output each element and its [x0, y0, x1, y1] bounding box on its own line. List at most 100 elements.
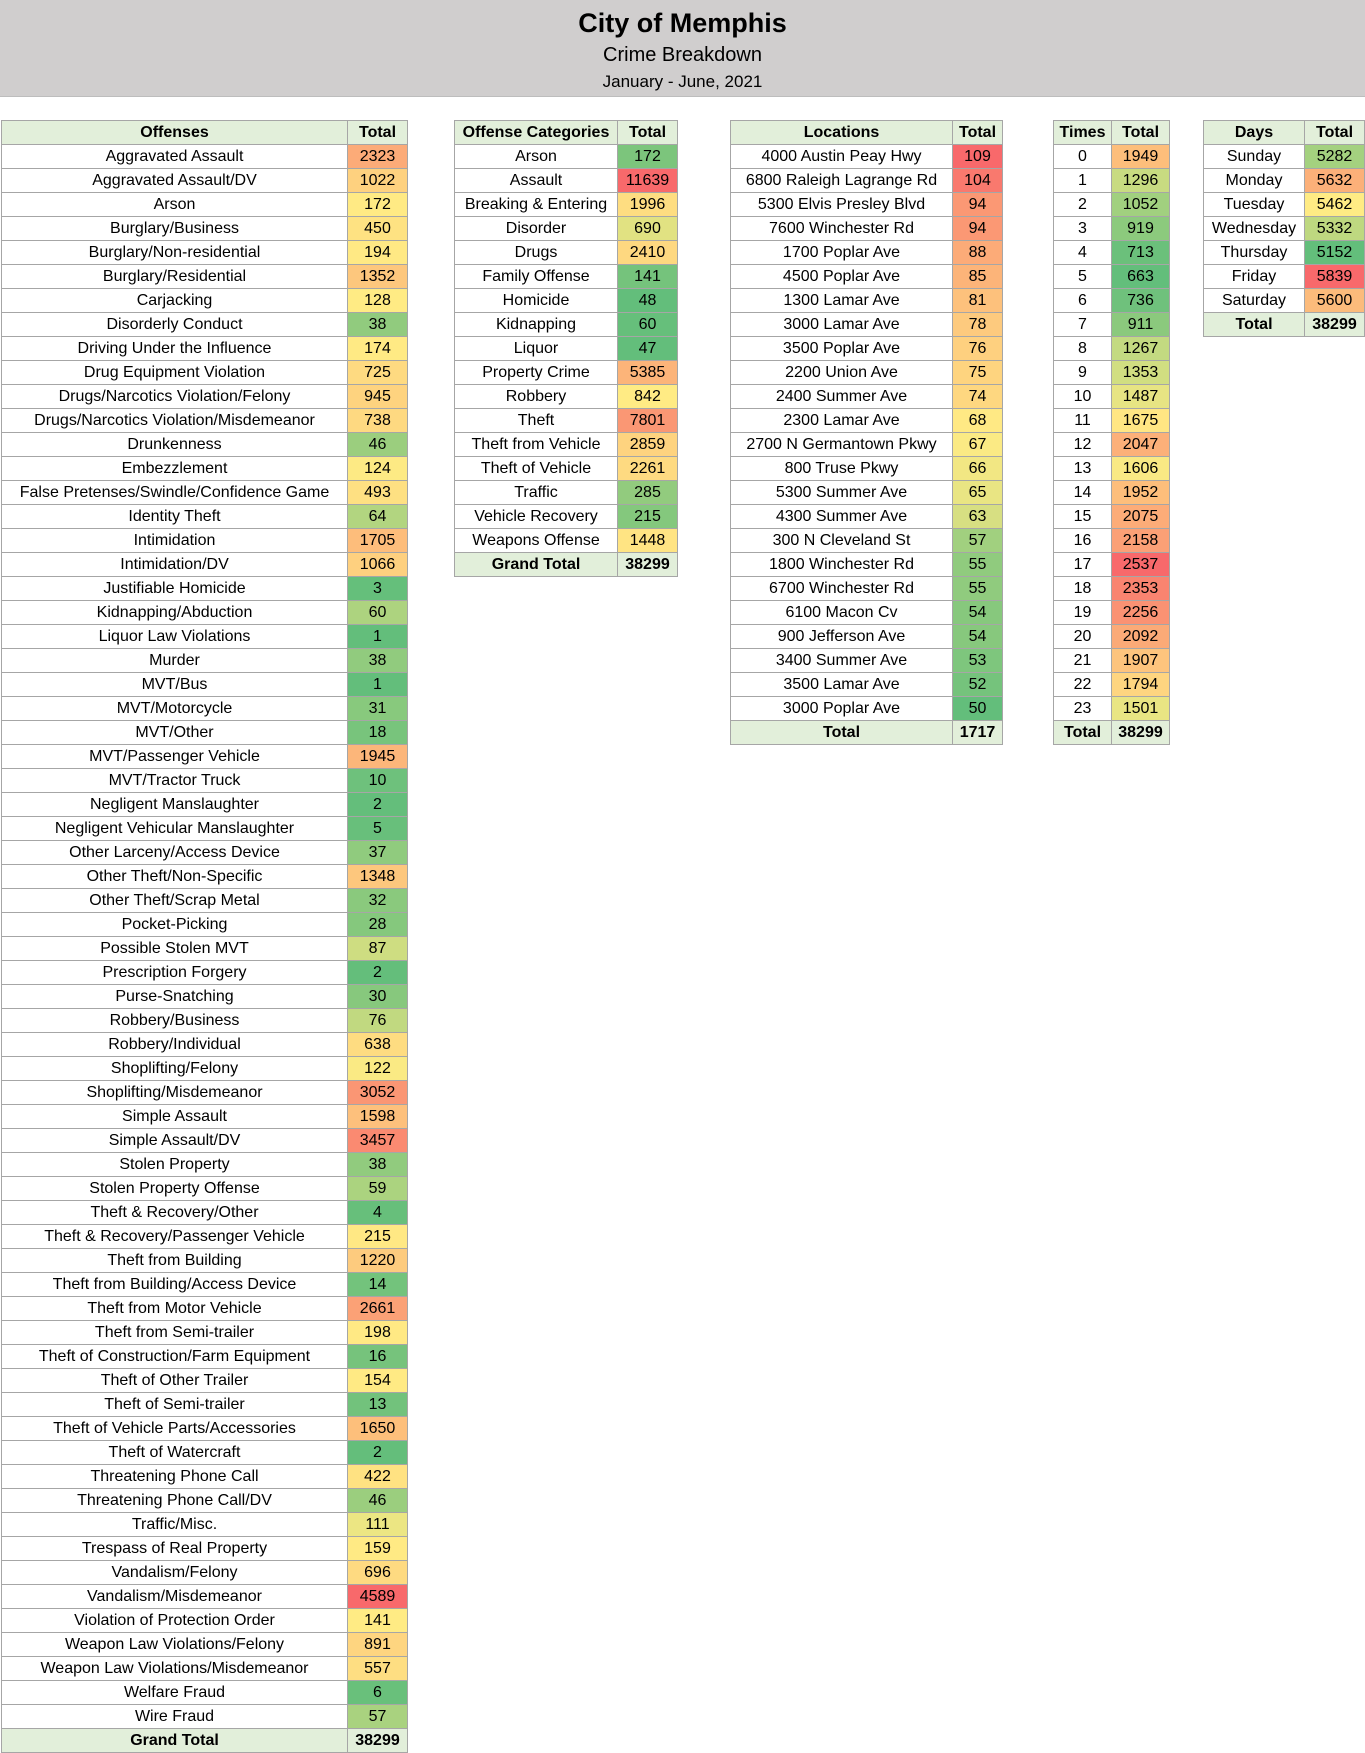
table-row: 11 1675 [1053, 408, 1170, 433]
column-header-total: Total [347, 120, 408, 145]
table-row: Intimidation 1705 [1, 528, 408, 553]
row-total: 1794 [1111, 672, 1170, 697]
row-label: Disorder [454, 216, 618, 241]
table-row: MVT/Motorcycle 31 [1, 696, 408, 721]
row-label: Threatening Phone Call/DV [1, 1488, 348, 1513]
table-row: Tuesday 5462 [1203, 192, 1365, 217]
row-total: 945 [347, 384, 408, 409]
row-label: Pocket-Picking [1, 912, 348, 937]
row-total: 725 [347, 360, 408, 385]
table-row: Burglary/Business 450 [1, 216, 408, 241]
table-row: 1700 Poplar Ave 88 [730, 240, 1003, 265]
row-label: MVT/Passenger Vehicle [1, 744, 348, 769]
row-total: 63 [952, 504, 1003, 529]
row-total: 2261 [617, 456, 678, 481]
column-header-total: Total [1304, 120, 1365, 145]
row-label: Thursday [1203, 240, 1305, 265]
row-label: Theft from Motor Vehicle [1, 1296, 348, 1321]
report-title: City of Memphis [578, 8, 787, 38]
row-label: Theft of Vehicle [454, 456, 618, 481]
row-total: 76 [952, 336, 1003, 361]
row-total: 1606 [1111, 456, 1170, 481]
total-label: Total [730, 720, 953, 745]
row-total: 1353 [1111, 360, 1170, 385]
row-total: 891 [347, 1632, 408, 1657]
row-label: Burglary/Non-residential [1, 240, 348, 265]
row-total: 159 [347, 1536, 408, 1561]
row-total: 911 [1111, 312, 1170, 337]
row-total: 285 [617, 480, 678, 505]
table-row: Drunkenness 46 [1, 432, 408, 457]
row-total: 1949 [1111, 144, 1170, 169]
row-label: Drunkenness [1, 432, 348, 457]
row-total: 57 [952, 528, 1003, 553]
row-total: 174 [347, 336, 408, 361]
row-total: 1945 [347, 744, 408, 769]
row-label: MVT/Motorcycle [1, 696, 348, 721]
row-label: Other Larceny/Access Device [1, 840, 348, 865]
row-label: 6100 Macon Cv [730, 600, 953, 625]
table-row: Aggravated Assault/DV 1022 [1, 168, 408, 193]
row-total: 4 [347, 1200, 408, 1225]
row-total: 122 [347, 1056, 408, 1081]
row-total: 5282 [1304, 144, 1365, 169]
table-row: Robbery/Business 76 [1, 1008, 408, 1033]
table-row: Theft from Building/Access Device 14 [1, 1272, 408, 1297]
row-label: 7600 Winchester Rd [730, 216, 953, 241]
row-label: 12 [1053, 432, 1112, 457]
row-total: 128 [347, 288, 408, 313]
row-total: 48 [617, 288, 678, 313]
table-row: 20 2092 [1053, 624, 1170, 649]
table-row: Aggravated Assault 2323 [1, 144, 408, 169]
row-total: 76 [347, 1008, 408, 1033]
table-row: 22 1794 [1053, 672, 1170, 697]
grand-total-row: Grand Total 38299 [454, 552, 678, 577]
table-row: 4500 Poplar Ave 85 [730, 264, 1003, 289]
table-row: Theft of Construction/Farm Equipment 16 [1, 1344, 408, 1369]
grand-total-row: Grand Total 38299 [1, 1728, 408, 1753]
row-total: 59 [347, 1176, 408, 1201]
row-total: 2353 [1111, 576, 1170, 601]
row-total: 154 [347, 1368, 408, 1393]
row-label: 300 N Cleveland St [730, 528, 953, 553]
total-label: Total [1203, 312, 1305, 337]
table-row: Family Offense 141 [454, 264, 678, 289]
row-label: 2 [1053, 192, 1112, 217]
row-label: Shoplifting/Felony [1, 1056, 348, 1081]
row-label: Traffic [454, 480, 618, 505]
table-row: 800 Truse Pkwy 66 [730, 456, 1003, 481]
row-label: Vehicle Recovery [454, 504, 618, 529]
table-row: Driving Under the Influence 174 [1, 336, 408, 361]
table-row: 4300 Summer Ave 63 [730, 504, 1003, 529]
row-total: 47 [617, 336, 678, 361]
row-label: Wire Fraud [1, 1704, 348, 1729]
row-label: Property Crime [454, 360, 618, 385]
row-label: 1700 Poplar Ave [730, 240, 953, 265]
table-row: Liquor 47 [454, 336, 678, 361]
table-row: Drugs/Narcotics Violation/Misdemeanor 738 [1, 408, 408, 433]
row-label: Drugs [454, 240, 618, 265]
row-label: 4000 Austin Peay Hwy [730, 144, 953, 169]
row-label: Murder [1, 648, 348, 673]
row-label: 2300 Lamar Ave [730, 408, 953, 433]
table-row: Stolen Property 38 [1, 1152, 408, 1177]
row-label: Stolen Property Offense [1, 1176, 348, 1201]
times-table: Times Total 0 1949 1 1296 2 1052 3 919 4 713 5 663 6… [1053, 120, 1170, 745]
row-label: Identity Theft [1, 504, 348, 529]
row-total: 2158 [1111, 528, 1170, 553]
table-row: Burglary/Non-residential 194 [1, 240, 408, 265]
row-total: 172 [617, 144, 678, 169]
column-header-total: Total [617, 120, 678, 145]
table-row: 2300 Lamar Ave 68 [730, 408, 1003, 433]
row-total: 5839 [1304, 264, 1365, 289]
table-row: Negligent Manslaughter 2 [1, 792, 408, 817]
row-total: 198 [347, 1320, 408, 1345]
table-row: 18 2353 [1053, 576, 1170, 601]
row-label: 1 [1053, 168, 1112, 193]
table-row: 2400 Summer Ave 74 [730, 384, 1003, 409]
row-total: 4589 [347, 1584, 408, 1609]
row-total: 87 [347, 936, 408, 961]
row-label: Burglary/Residential [1, 264, 348, 289]
column-header-days: Days [1203, 120, 1305, 145]
grand-total-value: 38299 [347, 1728, 408, 1753]
